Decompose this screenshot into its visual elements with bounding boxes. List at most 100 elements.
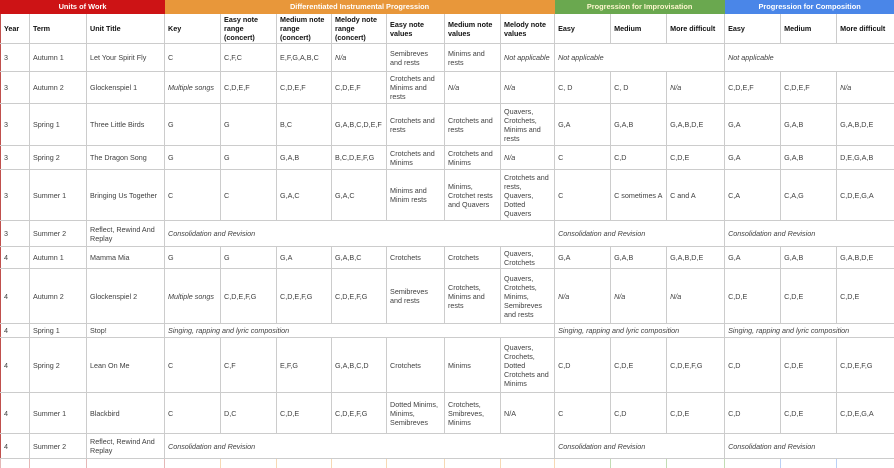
improvisation-cell: N/a (666, 71, 726, 104)
improvisation-cell: C,D,E,F,G (666, 337, 726, 393)
composition-cell: N/a (836, 71, 894, 104)
term-cell: Autumn 1 (29, 43, 87, 72)
table-row: 3 Spring 2 The Dragon Song G G G,A,B B,C,D,E,F… (0, 145, 894, 170)
column-header-easy: Easy (724, 13, 782, 44)
instrumental-cell: Quavers, Crotchets (500, 246, 556, 269)
empty-cell (220, 458, 278, 468)
instrumental-cell: G (164, 246, 222, 269)
unit-title-cell: The Dragon Song (86, 145, 166, 170)
empty-cell (666, 458, 726, 468)
instrumental-cell: C,F,C (220, 43, 278, 72)
term-cell: Autumn 2 (29, 268, 87, 324)
improvisation-cell: C,D,E (666, 145, 726, 170)
instrumental-cell: Minims and rests (444, 43, 502, 72)
composition-cell: C,D,E,F,G (836, 337, 894, 393)
improvisation-cell: G,A,B (610, 246, 668, 269)
instrumental-cell: G,A,B,C,D (331, 337, 388, 393)
composition-cell: C,A (724, 169, 782, 221)
term-cell: Summer 1 (29, 169, 87, 221)
instrumental-cell: Minims and Minim rests (386, 169, 446, 221)
instrumental-cell: Minims (444, 337, 502, 393)
instrumental-cell: G (164, 145, 222, 170)
instrumental-cell: Quavers, Crotchets, Minims and rests (500, 103, 556, 146)
year-cell: 3 (0, 145, 30, 170)
section-header-differentiated-instrumental-progression: Differentiated Instrumental Progression (164, 0, 556, 14)
term-cell: Spring 1 (29, 323, 87, 338)
instrumental-cell: Crotchets and Minims (444, 145, 502, 170)
instrumental-cell: Dotted Minims, Minims, Semibreves (386, 392, 446, 434)
composition-cell: C,D (724, 337, 782, 393)
improvisation-cell: C,D,E (666, 392, 726, 434)
improvisation-cell: G,A,B (610, 103, 668, 146)
improvisation-merged-cell: Singing, rapping and lyric composition (554, 323, 726, 338)
instrumental-cell: Crotchets, Smibreves, Minims (444, 392, 502, 434)
instrumental-cell: Crotchets and rests, Quavers, Dotted Qua… (500, 169, 556, 221)
year-cell: 4 (0, 337, 30, 393)
instrumental-cell: Minims, Crotchet rests and Quavers (444, 169, 502, 221)
improvisation-cell: G,A (554, 246, 612, 269)
improvisation-cell: N/a (666, 268, 726, 324)
improvisation-cell: C sometimes A (610, 169, 668, 221)
empty-cell (276, 458, 333, 468)
section-band-row: Units of Work Differentiated Instrumental… (0, 0, 894, 14)
column-header-key: Key (164, 13, 222, 44)
instrumental-merged-cell: Consolidation and Revision (164, 433, 556, 459)
instrumental-cell: Multiple songs (164, 71, 222, 104)
improvisation-cell: C,D,E (610, 337, 668, 393)
section-header-progression-for-composition: Progression for Composition (724, 0, 894, 14)
instrumental-cell: C,D,E,F,G (220, 268, 278, 324)
instrumental-cell: C,D,E,F (220, 71, 278, 104)
improvisation-cell: N/a (554, 268, 612, 324)
instrumental-cell: C (164, 43, 222, 72)
table-row: 3 Spring 1 Three Little Birds G G B,C G,A,B,C,… (0, 103, 894, 146)
unit-title-cell: Lean On Me (86, 337, 166, 393)
improvisation-cell: C and A (666, 169, 726, 221)
improvisation-cell: C,D (610, 392, 668, 434)
unit-title-cell: Mamma Mia (86, 246, 166, 269)
empty-cell (0, 458, 30, 468)
instrumental-cell: D,C (220, 392, 278, 434)
section-header-units-of-work: Units of Work (0, 0, 166, 14)
year-cell: 3 (0, 103, 30, 146)
improvisation-cell: G,A,B,D,E (666, 246, 726, 269)
improvisation-cell: C, D (554, 71, 612, 104)
instrumental-cell: G (164, 103, 222, 146)
instrumental-cell: N/a (331, 43, 388, 72)
instrumental-cell: G (220, 103, 278, 146)
column-header-easy-note-values: Easy note values (386, 13, 446, 44)
year-cell: 3 (0, 71, 30, 104)
instrumental-merged-cell: Consolidation and Revision (164, 220, 556, 247)
column-header-medium-note-range-concert: Medium note range (concert) (276, 13, 333, 44)
composition-cell: G,A,B,D,E (836, 103, 894, 146)
improvisation-cell: C (554, 145, 612, 170)
column-header-medium-note-values: Medium note values (444, 13, 502, 44)
column-header-unit-title: Unit Title (86, 13, 166, 44)
table-row: 4 Summer 1 Blackbird C D,C C,D,E C,D,E,F,G Dott… (0, 392, 894, 434)
composition-merged-cell: Consolidation and Revision (724, 220, 894, 247)
instrumental-cell: C,F (220, 337, 278, 393)
column-header-term: Term (29, 13, 87, 44)
unit-title-cell: Let Your Spirit Fly (86, 43, 166, 72)
instrumental-cell: C,D,E,F,G (331, 268, 388, 324)
instrumental-cell: Crotchets (386, 337, 446, 393)
composition-cell: G,A,B (780, 145, 838, 170)
empty-cell (554, 458, 612, 468)
improvisation-merged-cell: Consolidation and Revision (554, 220, 726, 247)
instrumental-cell: G (220, 145, 278, 170)
composition-cell: C,A,G (780, 169, 838, 221)
improvisation-merged-cell: Consolidation and Revision (554, 433, 726, 459)
empty-cell (86, 458, 166, 468)
instrumental-cell: Semibreves and rests (386, 43, 446, 72)
empty-cell (724, 458, 782, 468)
instrumental-cell: C,D,E,F,G (276, 268, 333, 324)
instrumental-cell: C (220, 169, 278, 221)
year-cell: 4 (0, 392, 30, 434)
table-row: 4 Autumn 1 Mamma Mia G G G,A G,A,B,C Crotchets C… (0, 246, 894, 269)
composition-merged-cell: Not applicable (724, 43, 894, 72)
instrumental-cell: Crotchets and rests (386, 103, 446, 146)
term-cell: Autumn 2 (29, 71, 87, 104)
empty-cell (836, 458, 894, 468)
instrumental-cell: Semibreves and rests (386, 268, 446, 324)
